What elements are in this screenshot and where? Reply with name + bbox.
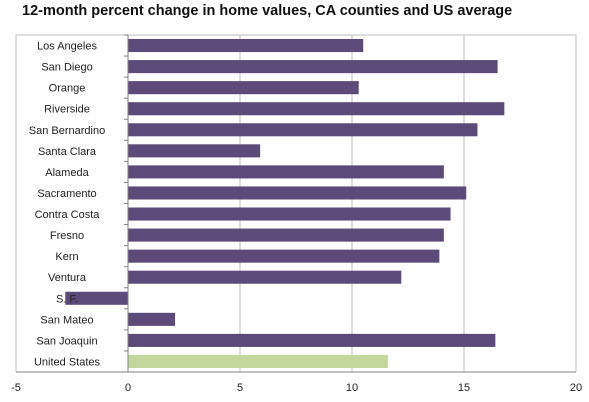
- bars: [65, 39, 505, 368]
- category-labels: Los Angeles San Diego Orange Riverside San B…: [29, 41, 105, 369]
- category-label-contra-costa: Contra Costa: [35, 209, 101, 221]
- category-label-san-diego: San Diego: [41, 62, 92, 74]
- x-tick-label-20: 20: [570, 382, 582, 394]
- bar-san-joaquin: [128, 333, 496, 347]
- category-label-santa-clara: Santa Clara: [38, 146, 97, 158]
- category-label-alameda: Alameda: [45, 167, 89, 179]
- bar-alameda: [128, 165, 444, 179]
- category-label-united-states: United States: [34, 356, 101, 368]
- category-label-san-mateo: San Mateo: [40, 314, 93, 326]
- x-tick-label-5: -5: [11, 382, 21, 394]
- chart-title: 12-month percent change in home values, …: [22, 3, 513, 19]
- bar-ventura: [128, 270, 402, 284]
- bar-kern: [128, 249, 440, 263]
- bar-sacramento: [128, 186, 467, 200]
- bar-santa-clara: [128, 144, 261, 158]
- bar-riverside: [128, 102, 505, 116]
- x-tick-label-5: 5: [237, 382, 243, 394]
- category-label-s-f: S. F.: [56, 293, 78, 305]
- bar-san-diego: [128, 60, 498, 74]
- bar-united-states: [128, 354, 388, 368]
- bar-los-angeles: [128, 39, 364, 53]
- x-tick-label-10: 10: [346, 382, 358, 394]
- category-label-san-joaquin: San Joaquin: [36, 335, 97, 347]
- category-label-los-angeles: Los Angeles: [37, 41, 97, 53]
- x-tick-label-0: 0: [125, 382, 131, 394]
- bar-contra-costa: [128, 207, 451, 221]
- category-label-san-bernardino: San Bernardino: [29, 125, 105, 137]
- category-label-orange: Orange: [49, 83, 86, 95]
- category-label-kern: Kern: [55, 251, 78, 263]
- category-label-sacramento: Sacramento: [37, 188, 96, 200]
- x-tick-labels: -5 0 5 10 15 20: [11, 382, 582, 394]
- category-label-riverside: Riverside: [44, 104, 90, 116]
- bar-s-f: [65, 291, 128, 305]
- bar-san-bernardino: [128, 123, 478, 137]
- bar-san-mateo: [128, 312, 176, 326]
- axes: [16, 34, 576, 373]
- bar-orange: [128, 81, 359, 95]
- category-label-ventura: Ventura: [48, 272, 87, 284]
- x-tick-label-15: 15: [458, 382, 470, 394]
- category-label-fresno: Fresno: [50, 230, 84, 242]
- bar-fresno: [128, 228, 444, 242]
